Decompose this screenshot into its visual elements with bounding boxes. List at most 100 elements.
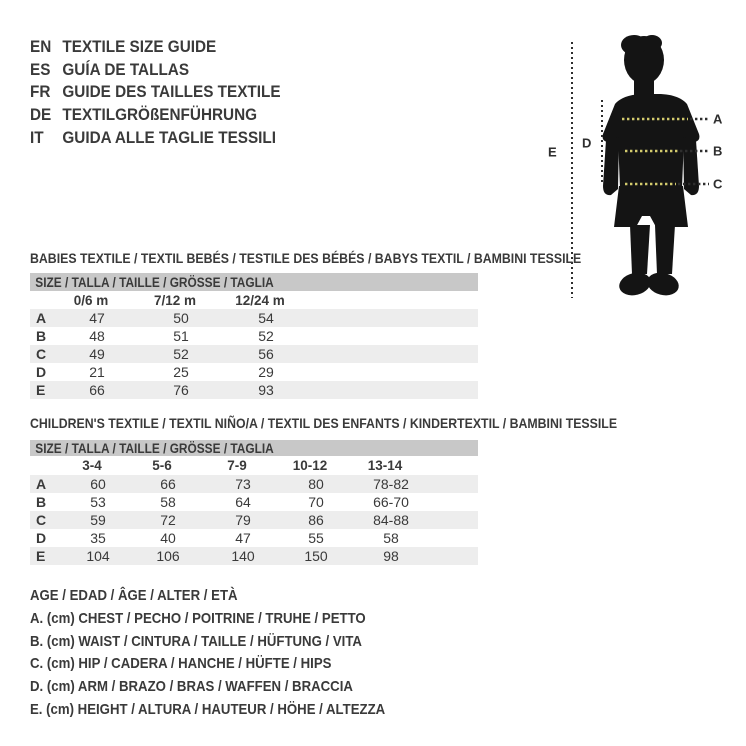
figure-label-arm-d: D bbox=[582, 136, 591, 151]
table-cell: 52 bbox=[258, 328, 274, 344]
language-row: DE TEXTILGRÖßENFÜHRUNG bbox=[30, 104, 281, 127]
language-title: GUÍA DE TALLAS bbox=[62, 59, 190, 79]
table-cell: 76 bbox=[173, 382, 189, 398]
table-cell: 52 bbox=[173, 346, 189, 362]
table-cell: 70 bbox=[308, 494, 324, 510]
legend-line-chest: A. (cm) CHEST / PECHO / POITRINE / TRUHE… bbox=[30, 609, 366, 627]
legend-line-age: AGE / EDAD / ÂGE / ALTER / ETÀ bbox=[30, 587, 238, 604]
table-cell: 58 bbox=[383, 530, 399, 546]
table-cell: 60 bbox=[90, 476, 106, 492]
table-cell: 49 bbox=[89, 346, 105, 362]
table-cell: 104 bbox=[86, 548, 110, 564]
table-cell: 47 bbox=[235, 530, 251, 546]
legend-line-hip: C. (cm) HIP / CADERA / HANCHE / HÜFTE / … bbox=[30, 655, 332, 673]
table-cell: 35 bbox=[90, 530, 106, 546]
column-header: 12/24 m bbox=[235, 292, 285, 308]
measurement-figure: A B C D E bbox=[540, 20, 746, 310]
table-cell: 98 bbox=[383, 548, 399, 564]
children-section-heading: CHILDREN'S TEXTILE / TEXTIL NIÑO/A / TEX… bbox=[30, 415, 618, 431]
table-row: E 104 106 140 150 98 bbox=[30, 547, 478, 565]
language-title: GUIDE DES TAILLES TEXTILE bbox=[62, 82, 281, 102]
row-label: E bbox=[36, 548, 46, 564]
column-header: 0/6 m bbox=[73, 292, 109, 308]
language-code: DE bbox=[30, 105, 52, 125]
language-code: EN bbox=[30, 37, 52, 57]
children-size-header-label: SIZE / TALLA / TAILLE / GRÖSSE / TAGLIA bbox=[35, 440, 274, 456]
table-cell: 73 bbox=[235, 476, 251, 492]
language-row: ES GUÍA DE TALLAS bbox=[30, 59, 281, 82]
column-header: 5-6 bbox=[152, 458, 172, 473]
table-cell: 58 bbox=[160, 494, 176, 510]
table-cell: 86 bbox=[308, 512, 324, 528]
table-cell: 25 bbox=[173, 364, 189, 380]
table-row: E 66 76 93 bbox=[30, 381, 478, 399]
table-cell: 51 bbox=[173, 328, 189, 344]
table-cell: 150 bbox=[304, 548, 328, 564]
column-header: 7/12 m bbox=[153, 292, 197, 308]
table-row: B 53 58 64 70 66-70 bbox=[30, 493, 478, 511]
language-row: IT GUIDA ALLE TAGLIE TESSILI bbox=[30, 126, 281, 149]
legend-line-arm: D. (cm) ARM / BRAZO / BRAS / WAFFEN / BR… bbox=[30, 678, 353, 696]
measurement-legend: AGE / EDAD / ÂGE / ALTER / ETÀ A. (cm) C… bbox=[30, 585, 434, 722]
language-title: TEXTILGRÖßENFÜHRUNG bbox=[62, 105, 258, 125]
language-code: ES bbox=[30, 59, 51, 79]
legend-line-height: E. (cm) HEIGHT / ALTURA / HAUTEUR / HÖHE… bbox=[30, 700, 386, 718]
table-cell: 47 bbox=[89, 310, 105, 326]
child-silhouette-diagram: A B C D E bbox=[548, 35, 723, 298]
table-row: C 49 52 56 bbox=[30, 345, 478, 363]
table-cell: 21 bbox=[89, 364, 105, 380]
table-cell: 93 bbox=[258, 382, 274, 398]
legend-line-waist: B. (cm) WAIST / CINTURA / TAILLE / HÜFTU… bbox=[30, 632, 362, 650]
row-label: A bbox=[36, 310, 47, 326]
table-cell: 54 bbox=[258, 310, 274, 326]
language-title: GUIDA ALLE TAGLIE TESSILI bbox=[62, 127, 277, 147]
children-size-table: SIZE / TALLA / TAILLE / GRÖSSE / TAGLIA … bbox=[30, 440, 478, 565]
table-cell: 106 bbox=[156, 548, 180, 564]
babies-size-header-bar: SIZE / TALLA / TAILLE / GRÖSSE / TAGLIA bbox=[30, 273, 478, 291]
table-cell: 66 bbox=[160, 476, 176, 492]
children-column-header-row: 3-4 5-6 7-9 10-12 13-14 bbox=[30, 456, 478, 475]
children-size-header-bar: SIZE / TALLA / TAILLE / GRÖSSE / TAGLIA bbox=[30, 440, 478, 456]
table-cell: 53 bbox=[90, 494, 106, 510]
row-label: B bbox=[36, 494, 47, 510]
table-cell: 29 bbox=[258, 364, 274, 380]
row-label: E bbox=[36, 382, 46, 398]
figure-label-waist-b: B bbox=[713, 144, 722, 159]
language-title: TEXTILE SIZE GUIDE bbox=[62, 37, 217, 57]
column-header: 10-12 bbox=[292, 458, 328, 473]
language-code: FR bbox=[30, 82, 51, 102]
table-cell: 140 bbox=[231, 548, 255, 564]
row-label: B bbox=[36, 328, 47, 344]
figure-label-hip-c: C bbox=[713, 177, 723, 192]
table-cell: 84-88 bbox=[373, 512, 409, 528]
row-label: A bbox=[36, 476, 47, 492]
figure-label-height-e: E bbox=[548, 145, 557, 160]
row-label: C bbox=[36, 346, 47, 362]
babies-section-heading: BABIES TEXTILE / TEXTIL BEBÉS / TESTILE … bbox=[30, 250, 582, 266]
table-cell: 50 bbox=[173, 310, 189, 326]
table-cell: 40 bbox=[160, 530, 176, 546]
row-label: D bbox=[36, 364, 47, 380]
table-cell: 79 bbox=[235, 512, 251, 528]
table-cell: 80 bbox=[308, 476, 324, 492]
table-row: C 59 72 79 86 84-88 bbox=[30, 511, 478, 529]
babies-column-header-row: 0/6 m 7/12 m 12/24 m bbox=[30, 291, 478, 309]
language-title-list: EN TEXTILE SIZE GUIDE ES GUÍA DE TALLAS … bbox=[30, 36, 308, 149]
row-label: C bbox=[36, 512, 47, 528]
table-cell: 78-82 bbox=[373, 476, 409, 492]
column-header: 13-14 bbox=[367, 458, 403, 473]
table-cell: 56 bbox=[258, 346, 274, 362]
table-cell: 48 bbox=[89, 328, 105, 344]
babies-size-header-label: SIZE / TALLA / TAILLE / GRÖSSE / TAGLIA bbox=[35, 274, 274, 290]
table-row: A 47 50 54 bbox=[30, 309, 478, 327]
column-header: 7-9 bbox=[227, 458, 247, 473]
child-silhouette bbox=[602, 35, 700, 296]
table-cell: 55 bbox=[308, 530, 324, 546]
figure-label-chest-a: A bbox=[713, 112, 723, 127]
table-cell: 66-70 bbox=[373, 494, 409, 510]
table-row: A 60 66 73 80 78-82 bbox=[30, 475, 478, 493]
babies-size-table: SIZE / TALLA / TAILLE / GRÖSSE / TAGLIA … bbox=[30, 273, 478, 399]
table-cell: 59 bbox=[90, 512, 106, 528]
table-row: D 21 25 29 bbox=[30, 363, 478, 381]
